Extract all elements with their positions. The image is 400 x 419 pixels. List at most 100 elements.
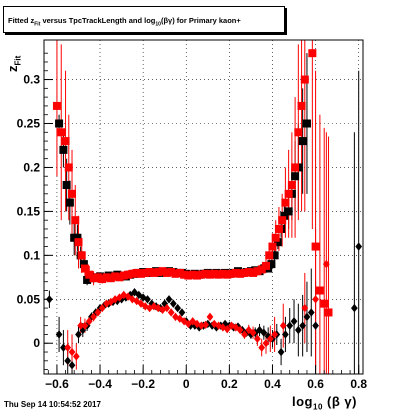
data-point-diamond bbox=[277, 347, 285, 357]
data-point-diamond bbox=[294, 325, 302, 335]
data-point-square bbox=[291, 172, 300, 181]
y-axis-title: zFit bbox=[5, 55, 23, 72]
data-point-square bbox=[291, 163, 300, 172]
data-point-square bbox=[218, 269, 227, 278]
data-point-diamond bbox=[279, 321, 287, 330]
data-point-square bbox=[93, 273, 102, 282]
data-point-square bbox=[57, 128, 66, 137]
data-point-square bbox=[280, 211, 289, 220]
data-point-diamond bbox=[206, 312, 214, 322]
data-point-diamond bbox=[81, 321, 89, 330]
data-point-square bbox=[300, 75, 309, 84]
data-point-diamond bbox=[60, 343, 67, 352]
data-point-square bbox=[210, 269, 219, 278]
data-point-square bbox=[124, 270, 133, 279]
data-point-square bbox=[281, 198, 290, 207]
data-point-diamond bbox=[286, 321, 294, 330]
data-point-diamond bbox=[189, 317, 197, 326]
data-point-square bbox=[249, 268, 258, 277]
data-point-square bbox=[271, 233, 280, 242]
data-point-square bbox=[83, 275, 92, 284]
x-tick-label: 0 bbox=[183, 377, 190, 391]
x-tick-label: 0.6 bbox=[307, 377, 324, 391]
y-tick-label: 0.25 bbox=[17, 117, 41, 131]
data-point-square bbox=[175, 268, 184, 277]
data-point-diamond bbox=[163, 303, 171, 313]
data-point-square bbox=[62, 181, 71, 190]
y-tick-label: 0.3 bbox=[23, 73, 40, 87]
data-point-diamond bbox=[77, 321, 85, 330]
data-point-square bbox=[71, 216, 80, 225]
x-tick-label: −0.6 bbox=[45, 377, 69, 391]
data-point-square bbox=[162, 268, 171, 277]
x-tick-label: −0.2 bbox=[131, 377, 155, 391]
data-point-diamond bbox=[262, 339, 270, 348]
data-point-diamond bbox=[258, 343, 266, 352]
data-point-square bbox=[244, 268, 253, 277]
data-point-diamond bbox=[307, 308, 315, 317]
data-point-diamond bbox=[223, 324, 231, 334]
data-point-diamond bbox=[137, 299, 145, 308]
data-point-square bbox=[167, 268, 176, 277]
y-tick-label: 0.05 bbox=[17, 292, 41, 306]
data-point-square bbox=[278, 216, 287, 225]
data-point-diamond bbox=[351, 303, 358, 313]
x-tick-label: −0.4 bbox=[88, 377, 112, 391]
data-point-square bbox=[257, 265, 266, 274]
data-point-square bbox=[287, 181, 296, 190]
data-point-diamond bbox=[64, 343, 72, 352]
y-tick-label: 0.2 bbox=[23, 160, 40, 174]
data-point-square bbox=[55, 119, 64, 128]
data-point-square bbox=[320, 299, 329, 308]
data-point-square bbox=[284, 207, 293, 216]
data-point-diamond bbox=[85, 317, 93, 326]
data-point-diamond bbox=[124, 292, 132, 301]
data-point-square bbox=[52, 101, 61, 110]
data-point-square bbox=[111, 272, 120, 281]
data-point-diamond bbox=[210, 319, 218, 329]
data-point-square bbox=[236, 269, 245, 278]
data-point-square bbox=[136, 269, 145, 278]
data-point-square bbox=[253, 267, 262, 276]
data-point-square bbox=[298, 137, 307, 146]
data-point-square bbox=[102, 273, 111, 282]
data-point-square bbox=[59, 145, 68, 154]
data-point-square bbox=[73, 233, 82, 242]
data-point-diamond bbox=[254, 334, 261, 344]
data-point-square bbox=[273, 238, 282, 247]
data-point-square bbox=[74, 238, 83, 247]
data-point-square bbox=[231, 268, 240, 277]
x-tick-label: 0.4 bbox=[264, 377, 281, 391]
x-axis-title: log10 (β γ) bbox=[292, 394, 357, 412]
data-point-diamond bbox=[90, 312, 97, 322]
data-point-diamond bbox=[68, 361, 76, 370]
data-point-square bbox=[77, 251, 86, 260]
data-point-diamond bbox=[236, 325, 244, 335]
data-point-diamond bbox=[256, 325, 263, 335]
data-point-diamond bbox=[55, 330, 63, 339]
data-point-square bbox=[311, 242, 320, 251]
data-point-square bbox=[193, 271, 202, 280]
data-point-diamond bbox=[271, 330, 278, 339]
data-point-square bbox=[267, 260, 276, 269]
data-point-square bbox=[85, 270, 94, 279]
data-markers bbox=[46, 49, 363, 370]
data-point-square bbox=[145, 268, 154, 277]
data-point-square bbox=[119, 271, 128, 280]
timestamp: Thu Sep 14 10:54:52 2017 bbox=[4, 400, 101, 409]
data-point-diamond bbox=[150, 302, 158, 311]
data-point-square bbox=[284, 189, 293, 198]
data-point-diamond bbox=[197, 321, 205, 330]
data-point-square bbox=[141, 268, 150, 277]
data-point-diamond bbox=[141, 302, 149, 311]
data-point-square bbox=[65, 198, 74, 207]
data-point-diamond bbox=[176, 314, 184, 323]
data-point-diamond bbox=[165, 295, 173, 304]
plot-background bbox=[44, 40, 363, 374]
data-point-square bbox=[184, 271, 193, 280]
data-point-square bbox=[227, 269, 236, 278]
data-point-square bbox=[324, 308, 333, 317]
data-point-square bbox=[98, 275, 107, 284]
data-point-square bbox=[205, 270, 214, 279]
